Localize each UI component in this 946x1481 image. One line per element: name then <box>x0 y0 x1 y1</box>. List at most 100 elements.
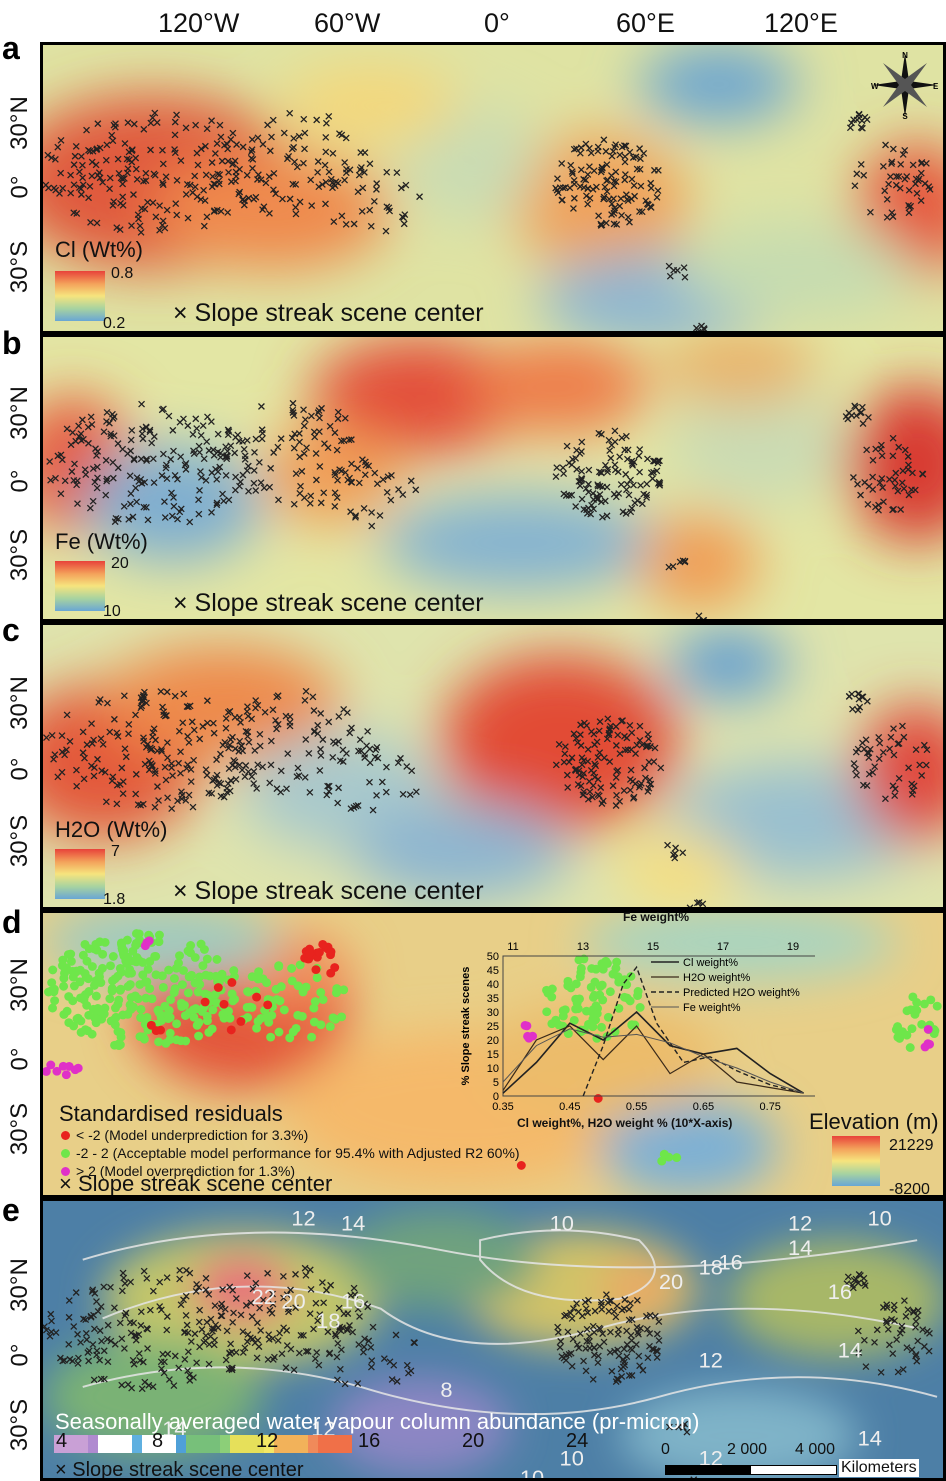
slope-streak-marker <box>220 793 228 801</box>
slope-streak-marker <box>356 1313 363 1320</box>
slope-streak-marker <box>244 1331 252 1338</box>
slope-streak-marker <box>149 455 157 463</box>
slope-streak-marker <box>582 176 590 184</box>
slope-streak-marker <box>160 1369 168 1377</box>
slope-streak-marker <box>300 422 308 430</box>
slope-streak-marker <box>580 505 588 513</box>
slope-streak-marker <box>610 220 618 228</box>
map-panel-fe: Fe (Wt%) 20 10 × Slope streak scene cent… <box>40 334 946 622</box>
inset-series-line <box>502 1025 804 1094</box>
slope-streak-marker <box>589 186 597 193</box>
slope-streak-marker <box>250 479 258 487</box>
slope-streak-marker <box>184 214 192 222</box>
fe-marker-legend: × Slope streak scene center <box>173 589 484 617</box>
residual-dots <box>43 936 935 1080</box>
slope-streak-marker <box>280 1294 287 1302</box>
residual-dot <box>588 1009 598 1018</box>
slope-streak-marker <box>186 1371 193 1379</box>
slope-streak-marker <box>628 457 636 465</box>
slope-streak-marker <box>54 773 62 781</box>
map-panel-water-vapour: 12 14 10 12 10 16 14 16 20 18 16 18 20 22 12 14 12 8 14 12 1… <box>40 1198 946 1481</box>
slope-streak-marker <box>360 1343 368 1351</box>
residual-dot <box>60 965 70 975</box>
slope-streak-marker <box>128 222 135 229</box>
slope-streak-marker <box>373 180 381 187</box>
slope-streak-marker <box>570 194 578 202</box>
slope-streak-marker <box>877 1368 885 1376</box>
slope-streak-marker <box>159 450 167 458</box>
slope-streak-marker <box>216 750 224 758</box>
slope-streak-marker <box>135 1350 143 1357</box>
scale-unit: Kilometers <box>839 1459 919 1477</box>
slope-streak-marker <box>869 456 877 464</box>
slope-streak-marker <box>325 168 333 176</box>
slope-streak-marker <box>59 1357 67 1365</box>
slope-streak-marker <box>124 450 132 458</box>
residual-dot <box>151 970 161 980</box>
slope-streak-marker <box>886 476 893 483</box>
slope-streak-marker <box>81 466 89 474</box>
slope-streak-marker <box>208 509 215 516</box>
slope-streak-marker <box>114 464 122 472</box>
residual-dot <box>123 1009 133 1019</box>
slope-streak-marker <box>890 751 898 759</box>
slope-streak-marker <box>199 422 207 429</box>
residual-dot <box>106 961 115 971</box>
slope-streak-marker <box>601 497 609 505</box>
slope-streak-marker <box>317 499 325 507</box>
contour-label: 20 <box>659 1269 683 1294</box>
slope-streak-marker <box>894 1368 902 1376</box>
slope-streak-marker <box>196 735 204 743</box>
inset-series-line <box>502 1028 804 1094</box>
slope-streak-marker <box>872 503 879 511</box>
slope-streak-marker <box>600 193 608 201</box>
lat-label-30s: 30°S <box>6 1102 33 1156</box>
green-dot-icon <box>61 1148 70 1158</box>
slope-streak-marker <box>854 706 862 714</box>
slope-streak-marker <box>227 178 235 186</box>
residual-dot <box>178 966 188 975</box>
slope-streak-marker <box>106 174 114 182</box>
slope-streak-marker <box>554 1323 562 1331</box>
residual-dot <box>908 992 918 1002</box>
slope-streak-marker <box>172 200 180 208</box>
slope-streak-marker <box>645 758 653 766</box>
lat-label-30n: 30°N <box>6 96 33 150</box>
slope-streak-marker <box>225 428 233 435</box>
slope-streak-marker <box>243 171 251 179</box>
residual-dot <box>307 1032 317 1042</box>
slope-streak-marker <box>695 612 703 619</box>
slope-streak-marker <box>295 1349 303 1357</box>
residual-dot <box>275 996 285 1006</box>
slope-streak-marker <box>269 1290 277 1298</box>
slope-streak-marker <box>609 147 617 155</box>
slope-streak-marker <box>355 171 363 179</box>
slope-streak-marker <box>597 1301 605 1309</box>
contour-label: 22 <box>252 1284 276 1309</box>
slope-streak-marker <box>248 146 256 154</box>
slope-streak-marker <box>616 750 624 757</box>
slope-streak-marker <box>336 466 344 474</box>
slope-streak-marker <box>85 439 92 447</box>
residual-dot <box>62 1006 72 1016</box>
slope-streak-marker <box>140 688 148 696</box>
residual-dot <box>547 984 557 994</box>
slope-streak-marker <box>595 468 603 476</box>
slope-streak-marker <box>326 1349 334 1357</box>
slope-streak-marker <box>309 693 317 701</box>
slope-streak-marker <box>891 792 899 799</box>
slope-streak-marker <box>372 746 380 754</box>
slope-streak-marker <box>226 741 234 749</box>
slope-streak-marker <box>350 220 358 228</box>
slope-streak-marker <box>248 136 256 143</box>
residual-dot <box>115 1040 125 1050</box>
residual-dot <box>591 1001 601 1011</box>
slope-streak-marker <box>649 475 656 482</box>
slope-streak-marker <box>48 1317 55 1325</box>
slope-streak-marker <box>235 714 243 721</box>
slope-streak-marker <box>351 1291 359 1298</box>
slope-streak-marker <box>302 1348 310 1355</box>
slope-streak-marker <box>58 732 66 740</box>
slope-streak-marker <box>323 1286 330 1294</box>
slope-streak-marker <box>208 1325 216 1332</box>
